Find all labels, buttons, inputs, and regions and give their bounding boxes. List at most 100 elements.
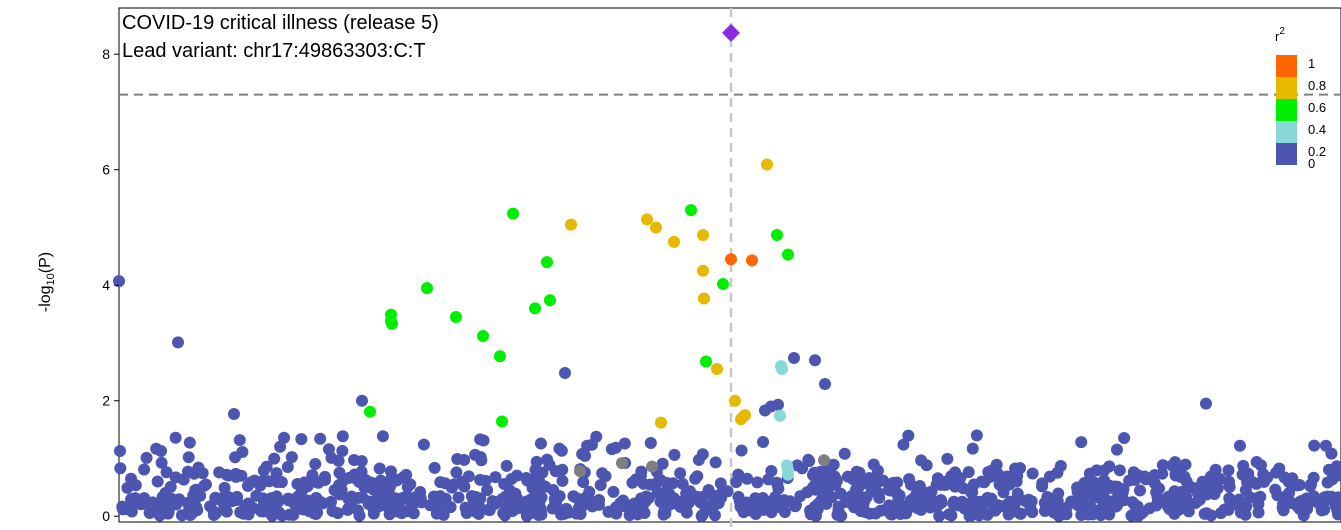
data-point-r2-0-0.2 <box>666 477 679 490</box>
data-point-r2-0-0.2 <box>207 505 220 518</box>
data-point-r2-none <box>646 460 658 473</box>
data-point-r2-0-0.2 <box>293 498 306 511</box>
data-point-r2-0-0.2 <box>630 502 643 515</box>
data-point-r2-0-0.2 <box>941 452 954 465</box>
data-point-r2-0-0.2 <box>301 479 314 492</box>
data-point-r2-0-0.2 <box>838 447 851 460</box>
data-point-r2-0-0.2 <box>1075 509 1088 522</box>
data-point-r2-0-0.2 <box>482 503 495 516</box>
data-point-r2-0.4-0.6 <box>421 282 433 295</box>
data-point-r2-0-0.2 <box>311 476 324 489</box>
data-point-r2-0-0.2 <box>772 482 785 495</box>
data-point-r2-0-0.2 <box>668 448 681 461</box>
data-point-r2-0-0.2 <box>260 460 273 473</box>
data-point-r2-0-0.2 <box>572 502 585 515</box>
data-point-r2-0.6-0.8 <box>650 221 662 234</box>
data-point-r2-0-0.2 <box>187 489 200 502</box>
data-point-r2-0-0.2 <box>248 474 261 487</box>
data-point-r2-0-0.2 <box>626 476 639 489</box>
data-point-r2-0-0.2 <box>1162 490 1175 503</box>
legend-label: 1 <box>1308 56 1315 71</box>
data-point-r2-0-0.2 <box>1271 489 1284 502</box>
data-point-r2-0-0.2 <box>992 468 1005 481</box>
data-point-r2-0-0.2 <box>160 466 173 479</box>
data-point-r2-0-0.2 <box>966 499 979 512</box>
data-point-r2-0-0.2 <box>1014 507 1027 520</box>
data-point-r2-0-0.2 <box>526 482 539 495</box>
data-point-r2-0-0.2 <box>981 508 994 521</box>
data-point-r2-0-0.2 <box>858 495 871 508</box>
lead-variant-point <box>722 23 740 42</box>
data-point-r2-0-0.2 <box>1237 459 1250 472</box>
data-point-r2-0.4-0.6 <box>529 302 541 315</box>
data-point-r2-0-0.2 <box>146 496 159 509</box>
data-point-r2-0-0.2 <box>897 438 910 451</box>
data-point-r2-0-0.2 <box>295 433 308 446</box>
data-point-r2-0-0.2 <box>610 501 623 514</box>
data-point-r2-0-0.2 <box>343 471 356 484</box>
legend-swatch <box>1276 99 1297 121</box>
data-point-r2-0-0.2 <box>695 510 708 523</box>
data-point-r2-0-0.2 <box>1223 480 1236 493</box>
data-point-r2-0-0.2 <box>583 485 596 498</box>
data-point-r2-0-0.2 <box>649 478 662 491</box>
data-point-r2-0.8-1 <box>746 254 758 267</box>
legend: r2 1 0.8 0.6 0.4 0.20 <box>1275 26 1326 171</box>
data-point-r2-0-0.2 <box>1166 459 1179 472</box>
data-point-r2-0-0.2 <box>809 354 821 367</box>
data-point-r2-0-0.2 <box>1011 487 1024 500</box>
data-point-r2-0-0.2 <box>182 451 195 464</box>
data-point-r2-0-0.2 <box>947 498 960 511</box>
data-point-r2-0.4-0.6 <box>494 350 506 363</box>
data-point-r2-0-0.2 <box>1025 495 1038 508</box>
data-point-r2-0-0.2 <box>500 459 513 472</box>
data-point-r2-0-0.2 <box>1200 397 1212 410</box>
data-point-r2-0-0.2 <box>427 490 440 503</box>
data-point-r2-0-0.2 <box>902 429 915 442</box>
data-point-r2-0-0.2 <box>510 469 523 482</box>
data-point-r2-0-0.2 <box>539 480 552 493</box>
y-tick-label: 4 <box>102 277 110 293</box>
data-point-r2-0-0.2 <box>935 496 948 509</box>
data-point-r2-0-0.2 <box>229 467 242 480</box>
data-point-r2-0-0.2 <box>966 442 979 455</box>
data-point-r2-0-0.2 <box>749 492 762 505</box>
data-point-r2-0-0.2 <box>915 503 928 516</box>
data-point-r2-0-0.2 <box>336 444 349 457</box>
data-point-r2-none <box>616 457 628 470</box>
data-point-r2-0.6-0.8 <box>668 235 680 248</box>
chart-subtitle: Lead variant: chr17:49863303:C:T <box>122 40 426 62</box>
data-point-r2-0-0.2 <box>939 475 952 488</box>
data-point-r2-0-0.2 <box>1189 496 1202 509</box>
data-point-r2-0-0.2 <box>962 466 975 479</box>
data-point-r2-0-0.2 <box>342 502 355 515</box>
data-point-r2-0-0.2 <box>1054 459 1067 472</box>
data-point-r2-0-0.2 <box>1276 501 1289 514</box>
threshold-lines <box>119 8 1341 530</box>
data-point-r2-0-0.2 <box>579 449 592 462</box>
data-point-r2-0-0.2 <box>392 504 405 517</box>
data-point-r2-0-0.2 <box>789 499 802 512</box>
data-point-r2-0-0.2 <box>1026 467 1039 480</box>
data-point-r2-0-0.2 <box>250 489 263 502</box>
y-tick-label: 0 <box>102 508 110 524</box>
data-point-r2-0-0.2 <box>1209 477 1222 490</box>
data-point-r2-0-0.2 <box>218 481 231 494</box>
data-point-r2-0-0.2 <box>520 472 533 485</box>
data-point-r2-0-0.2 <box>765 464 778 477</box>
data-point-r2-0-0.2 <box>278 431 291 444</box>
data-point-r2-0-0.2 <box>477 434 490 447</box>
data-point-r2-0-0.2 <box>689 472 702 485</box>
data-point-r2-0.2-0.4 <box>774 409 786 422</box>
data-point-r2-0-0.2 <box>592 497 605 510</box>
y-axis-label: -log10(P) <box>37 252 57 312</box>
data-point-r2-0-0.2 <box>546 502 559 515</box>
data-point-r2-0-0.2 <box>458 453 471 466</box>
data-point-r2-0-0.2 <box>209 491 222 504</box>
data-point-r2-0.6-0.8 <box>565 218 577 231</box>
data-point-r2-0-0.2 <box>644 436 657 449</box>
data-point-r2-0-0.2 <box>274 440 287 453</box>
data-point-r2-0-0.2 <box>474 451 487 464</box>
data-point-r2-0-0.2 <box>872 475 885 488</box>
